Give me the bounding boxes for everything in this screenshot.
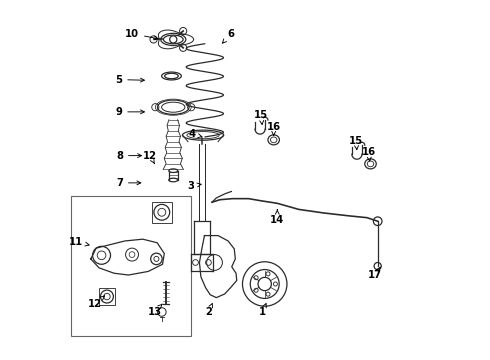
Text: 11: 11: [69, 237, 89, 247]
Text: 16: 16: [362, 147, 376, 161]
Text: 8: 8: [116, 150, 142, 161]
Text: 15: 15: [349, 136, 363, 150]
Text: 15: 15: [254, 111, 268, 125]
Text: 14: 14: [270, 210, 284, 225]
Text: 12: 12: [88, 296, 105, 309]
Text: 13: 13: [147, 304, 162, 317]
Text: 9: 9: [115, 107, 145, 117]
Text: 6: 6: [222, 29, 235, 43]
Text: 16: 16: [267, 122, 281, 135]
Text: 17: 17: [368, 267, 382, 280]
Text: 5: 5: [115, 75, 145, 85]
Text: 1: 1: [259, 303, 266, 317]
Text: 12: 12: [143, 150, 157, 163]
Text: 4: 4: [188, 129, 202, 139]
Text: 7: 7: [116, 178, 141, 188]
Text: 3: 3: [188, 181, 201, 191]
Text: 10: 10: [125, 29, 158, 40]
Text: 2: 2: [205, 303, 213, 317]
